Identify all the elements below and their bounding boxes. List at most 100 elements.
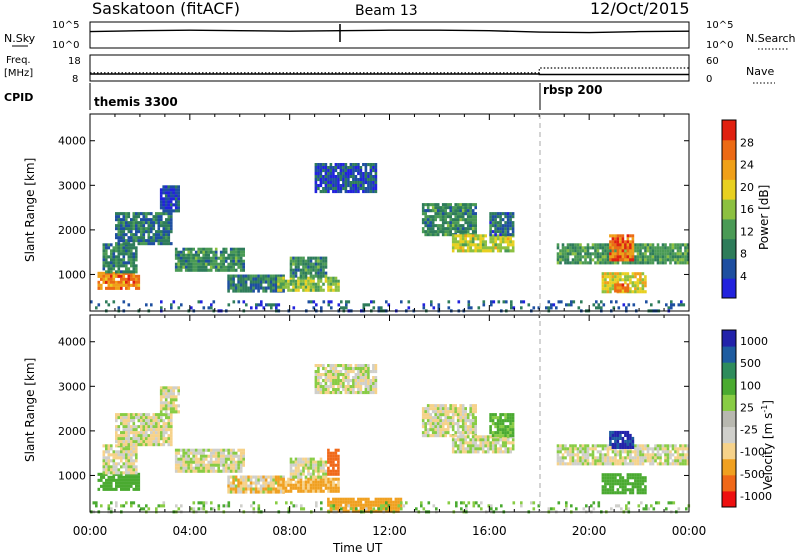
data-cell [481, 249, 485, 253]
data-cell [227, 256, 230, 260]
data-cell [471, 230, 475, 234]
data-cell [456, 419, 460, 423]
data-cell [100, 504, 103, 508]
data-cell [147, 239, 151, 243]
data-cell [434, 230, 437, 234]
data-cell [302, 276, 305, 280]
data-cell [616, 246, 620, 250]
data-cell [611, 459, 615, 463]
data-cell [501, 434, 505, 438]
data-cell [337, 388, 340, 392]
data-cell [237, 250, 240, 254]
data-cell [297, 259, 300, 263]
data-cell [614, 275, 617, 279]
data-cell [372, 500, 375, 504]
data-cell [137, 487, 141, 491]
data-cell [611, 488, 615, 492]
data-cell [332, 500, 335, 504]
data-cell [464, 203, 467, 207]
data-cell [466, 209, 470, 213]
data-cell [192, 460, 195, 464]
data-cell [632, 303, 636, 307]
data-cell [339, 190, 343, 194]
freq-panel-frame [89, 54, 690, 82]
data-cell [624, 439, 627, 443]
data-cell [102, 249, 106, 253]
data-cell [434, 233, 437, 237]
data-cell [285, 501, 288, 505]
data-cell [626, 476, 630, 480]
data-cell [254, 280, 258, 284]
data-cell [501, 428, 505, 432]
data-cell [604, 447, 607, 451]
data-cell [499, 425, 502, 429]
data-cell [451, 410, 455, 414]
data-cell [471, 227, 475, 231]
data-cell [160, 428, 163, 432]
data-cell [164, 200, 168, 204]
data-cell [354, 166, 358, 170]
data-cell [506, 246, 510, 250]
data-cell [504, 212, 507, 216]
data-cell [272, 478, 275, 482]
data-cell [145, 239, 148, 243]
data-cell [254, 487, 258, 491]
data-cell [611, 252, 615, 256]
data-cell [591, 252, 595, 256]
data-cell [314, 364, 318, 368]
data-cell [262, 490, 265, 494]
data-cell [299, 256, 303, 260]
data-cell [434, 422, 437, 426]
data-cell [302, 480, 305, 484]
data-cell [130, 255, 133, 259]
data-cell [279, 276, 283, 280]
data-cell [616, 240, 620, 244]
data-cell [479, 240, 482, 244]
data-cell [501, 413, 505, 417]
data-cell [184, 466, 188, 470]
data-cell [102, 271, 106, 275]
data-cell [317, 370, 320, 374]
data-cell [244, 277, 248, 281]
data-cell [469, 227, 472, 231]
data-cell [174, 203, 178, 207]
data-cell [309, 276, 313, 280]
data-cell [319, 276, 323, 280]
data-cell [267, 484, 270, 488]
data-cell [664, 258, 667, 262]
data-cell [289, 460, 293, 464]
data-cell [212, 265, 215, 269]
data-cell [479, 438, 482, 442]
data-cell [299, 463, 303, 467]
data-cell [237, 289, 240, 293]
data-cell [509, 441, 512, 445]
data-cell [319, 262, 323, 266]
data-cell [302, 469, 305, 473]
data-cell [334, 451, 338, 455]
data-cell [479, 444, 482, 448]
data-cell [122, 437, 126, 441]
data-cell [591, 246, 595, 250]
data-cell [489, 419, 492, 423]
data-cell [504, 230, 507, 234]
data-cell [339, 370, 343, 374]
data-cell [145, 425, 148, 429]
data-cell [339, 503, 343, 507]
data-cell [426, 230, 430, 234]
data-cell [115, 227, 118, 231]
data-cell [609, 485, 612, 489]
data-cell [444, 227, 447, 231]
data-cell [197, 247, 200, 251]
data-cell [594, 456, 597, 460]
data-cell [312, 463, 315, 467]
data-cell [169, 188, 173, 192]
data-cell [234, 286, 238, 290]
data-cell [454, 434, 457, 438]
data-cell [289, 279, 293, 283]
data-cell [566, 252, 570, 256]
data-cell [601, 447, 605, 451]
data-cell [619, 283, 622, 287]
data-cell [304, 276, 308, 280]
data-cell [132, 481, 136, 485]
data-cell [470, 306, 473, 310]
